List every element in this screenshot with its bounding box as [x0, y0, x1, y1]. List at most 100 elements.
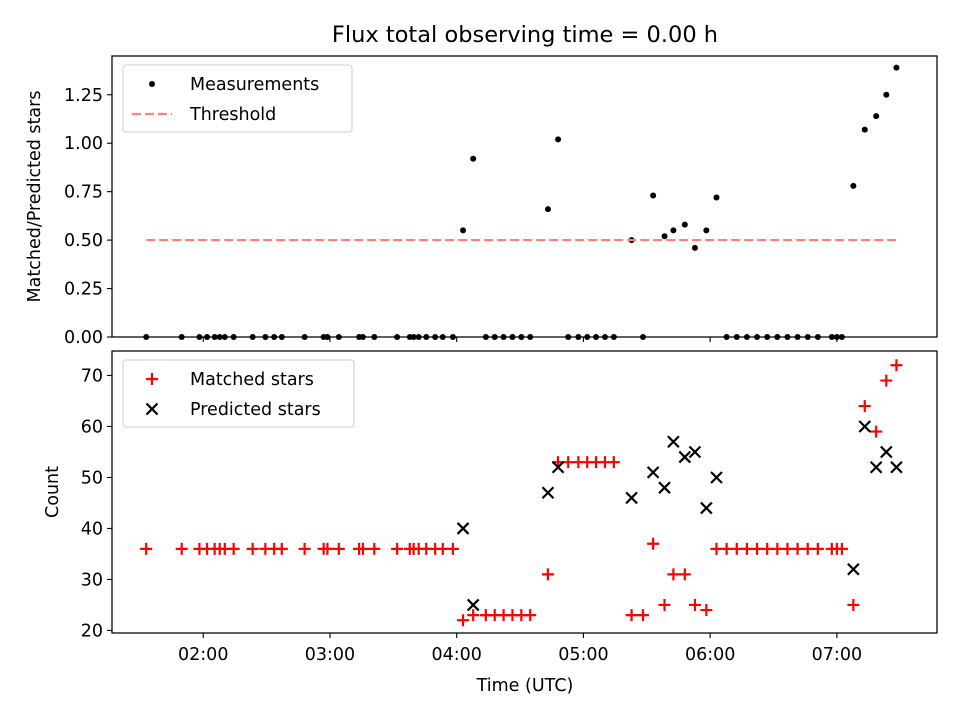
- predicted-star-point: [551, 460, 565, 474]
- matched-star-point: [791, 542, 804, 555]
- y-tick-label: 1.00: [64, 134, 103, 154]
- matched-star-point: [436, 542, 449, 555]
- matched-star-point: [870, 425, 883, 438]
- x-tick-label: 07:00: [812, 645, 862, 665]
- matched-star-point: [678, 568, 691, 581]
- legend-box: [122, 359, 355, 428]
- measurement-point: [713, 194, 720, 201]
- matched-star-point: [541, 568, 554, 581]
- measurement-point: [178, 334, 185, 340]
- matched-star-point: [524, 609, 537, 622]
- measurement-point: [410, 334, 417, 340]
- measurement-point: [650, 192, 657, 199]
- legend-box: [122, 64, 353, 133]
- matched-star-point: [811, 542, 824, 555]
- x-tick-label: 05:00: [558, 645, 608, 665]
- measurement-point: [460, 227, 467, 234]
- measurement-point: [661, 233, 668, 240]
- measurement-point: [249, 334, 256, 340]
- measurement-point: [703, 227, 710, 234]
- measurement-point: [670, 227, 677, 234]
- matched-star-point: [730, 542, 743, 555]
- y-tick-label: 0.75: [64, 183, 103, 203]
- matched-star-point: [607, 456, 620, 469]
- matched-star-point: [625, 609, 638, 622]
- matched-star-point: [298, 542, 311, 555]
- matched-star-point: [227, 542, 240, 555]
- measurement-point: [262, 334, 269, 340]
- predicted-star-point: [890, 460, 903, 474]
- measurement-point: [565, 334, 572, 340]
- legend-label: Matched stars: [190, 370, 314, 390]
- matched-star-point: [321, 542, 334, 555]
- matched-star-point: [720, 542, 733, 555]
- predicted-star-point: [700, 501, 713, 515]
- x-axis-label: Time (UTC): [476, 676, 574, 696]
- matched-star-point: [562, 456, 575, 469]
- predicted-star-point: [456, 522, 470, 535]
- predicted-star-point: [541, 486, 555, 500]
- y-tick-label: 20: [81, 621, 103, 641]
- measurement-point: [873, 113, 880, 120]
- measurement-point: [482, 334, 489, 340]
- measurement-point: [271, 334, 278, 340]
- measurement-point: [681, 221, 688, 228]
- predicted-star-point: [646, 466, 660, 479]
- measurement-point: [211, 334, 218, 340]
- measurement-point: [814, 334, 821, 340]
- measurement-point: [850, 182, 857, 189]
- y-tick-label: 50: [81, 468, 103, 488]
- predicted-star-point: [847, 562, 860, 576]
- measurement-point: [723, 334, 730, 340]
- matched-star-point: [332, 542, 345, 555]
- measurement-point: [216, 334, 223, 340]
- matched-star-point: [667, 568, 680, 581]
- y-axis-label: Matched/Predicted stars: [25, 91, 45, 303]
- matched-star-point: [658, 598, 671, 611]
- y-axis-label: Count: [43, 466, 63, 518]
- measurement-point: [491, 334, 498, 340]
- x-tick-label: 03:00: [305, 645, 355, 665]
- measurement-point: [584, 334, 591, 340]
- measurement-point: [527, 334, 534, 340]
- matched-star-point: [771, 542, 784, 555]
- matched-star-point: [356, 542, 369, 555]
- matched-star-point: [275, 542, 288, 555]
- y-tick-label: 60: [81, 417, 103, 437]
- measurement-point: [301, 334, 308, 340]
- measurement-point: [335, 334, 342, 340]
- top-panel: 0.00 0.25 0.50 0.75 1.00 1.25 Matched/Predicte…: [25, 55, 938, 348]
- measurement-point: [883, 91, 890, 98]
- matched-star-point: [801, 542, 814, 555]
- y-tick-label: 0.00: [64, 328, 103, 348]
- matched-star-point: [835, 542, 848, 555]
- y-tick-label: 40: [81, 519, 103, 539]
- measurement-point: [575, 334, 582, 340]
- measurement-point: [143, 334, 150, 340]
- y-tick-label: 30: [81, 570, 103, 590]
- measurement-point: [828, 334, 835, 340]
- predicted-star-point: [466, 598, 480, 612]
- measurement-point: [893, 64, 900, 71]
- measurement-point: [359, 334, 366, 340]
- legend-label: Measurements: [190, 75, 319, 95]
- matched-star-point: [858, 400, 871, 413]
- measurement-point: [691, 244, 698, 251]
- matched-star-point: [751, 542, 764, 555]
- matched-star-point: [781, 542, 794, 555]
- measurement-point: [500, 334, 507, 340]
- legend-marker-predicted-stars: [145, 402, 159, 416]
- legend-marker-measurements: [149, 81, 155, 87]
- y-tick-label: 0.25: [64, 280, 103, 300]
- predicted-star-point: [658, 481, 671, 494]
- measurement-point: [196, 334, 203, 340]
- measurement-point: [838, 334, 845, 340]
- measurement-point: [423, 334, 430, 340]
- matched-star-point: [391, 542, 404, 555]
- measurement-point: [804, 334, 811, 340]
- matched-star-point: [880, 374, 893, 387]
- predicted-star-point: [625, 491, 638, 505]
- matched-star-point: [647, 537, 660, 550]
- matched-star-point: [246, 542, 259, 555]
